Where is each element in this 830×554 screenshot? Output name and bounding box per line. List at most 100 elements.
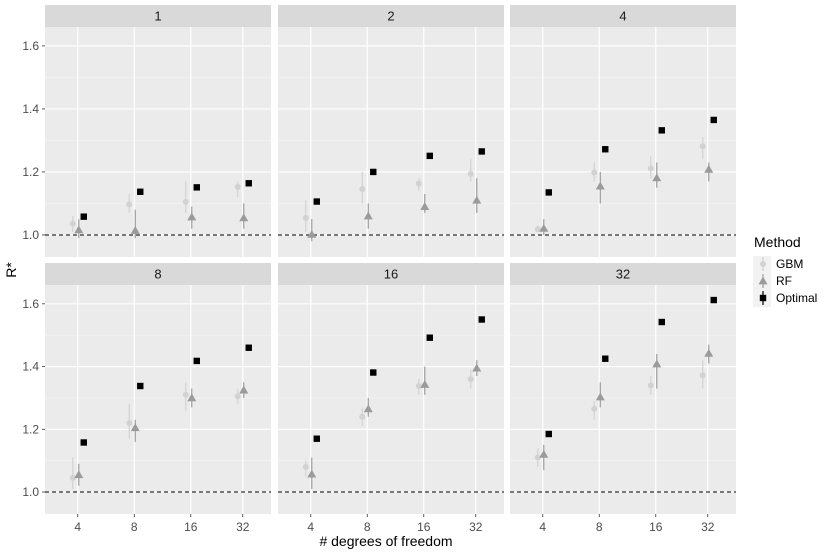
point-rf — [652, 359, 662, 368]
point-rf — [652, 173, 662, 182]
legend-key-gbm — [760, 261, 766, 267]
point-rf — [74, 470, 84, 479]
plot-background — [510, 285, 736, 514]
y-tick-label: 1.6 — [22, 39, 39, 53]
panel-2: 2 — [278, 5, 504, 257]
point-optimal — [602, 355, 609, 362]
x-axis-title: # degrees of freedom — [319, 533, 452, 549]
point-rf — [239, 213, 249, 222]
y-tick-label: 1.4 — [22, 360, 39, 374]
point-rf — [595, 181, 605, 190]
point-optimal — [137, 382, 144, 390]
strip-label: 2 — [387, 9, 394, 24]
point-rf — [187, 393, 197, 402]
point-gbm — [69, 474, 76, 481]
strip-background — [510, 5, 736, 27]
panel-1: 1 — [45, 5, 271, 257]
point-gbm — [467, 376, 474, 383]
point-optimal — [313, 198, 320, 205]
point-rf — [420, 202, 430, 210]
strip-background — [278, 5, 504, 27]
legend-key-rf — [758, 276, 768, 285]
panel-8: 8 — [45, 263, 271, 514]
x-tick-label: 16 — [417, 520, 431, 534]
point-optimal — [426, 334, 433, 341]
point-optimal — [658, 318, 665, 326]
point-rf — [74, 225, 84, 234]
point-optimal — [545, 189, 552, 196]
point-gbm — [467, 170, 474, 177]
panel-32: 32 — [510, 263, 736, 514]
x-tick-label: 8 — [131, 520, 138, 534]
y-tick-label: 1.2 — [22, 422, 39, 436]
point-optimal — [245, 180, 252, 187]
x-tick-label: 8 — [364, 520, 371, 534]
plot-background — [45, 285, 271, 514]
point-gbm — [534, 226, 541, 233]
point-optimal — [710, 116, 717, 124]
strip-background — [45, 5, 271, 27]
point-optimal — [80, 213, 87, 220]
point-gbm — [359, 185, 366, 192]
point-rf — [595, 392, 605, 401]
x-tick-label: 32 — [236, 520, 250, 534]
point-optimal — [193, 357, 200, 365]
point-gbm — [591, 169, 598, 176]
point-gbm — [302, 214, 309, 221]
point-optimal — [426, 152, 433, 160]
point-gbm — [126, 420, 133, 427]
point-rf — [307, 229, 317, 238]
y-tick-label: 1.0 — [22, 485, 39, 499]
strip-background — [278, 263, 504, 285]
point-optimal — [658, 127, 665, 134]
point-gbm — [699, 143, 706, 150]
y-tick-labels-group: 1.0 1.2 1.4 1.6 1.0 1.2 1.4 1.6 — [22, 39, 45, 499]
point-rf — [187, 212, 197, 221]
y-tick-label: 1.0 — [22, 228, 39, 242]
strip-label: 8 — [154, 267, 161, 282]
point-optimal — [478, 316, 485, 323]
point-rf — [539, 223, 549, 232]
point-optimal — [370, 369, 377, 376]
point-gbm — [647, 382, 654, 389]
panels-group: 1 2 4 8 16 32 — [45, 5, 736, 514]
point-gbm — [69, 220, 76, 227]
point-rf — [130, 226, 140, 234]
point-optimal — [80, 439, 87, 446]
point-gbm — [234, 184, 241, 191]
y-axis-title: R* — [3, 262, 19, 278]
point-optimal — [478, 148, 485, 155]
x-tick-label: 32 — [469, 520, 483, 534]
point-optimal — [710, 296, 717, 304]
point-gbm — [699, 372, 706, 379]
legend-title: Method — [754, 234, 801, 250]
y-tick-label: 1.4 — [22, 102, 39, 116]
point-gbm — [591, 405, 598, 412]
point-rf — [472, 363, 482, 372]
point-gbm — [647, 165, 654, 172]
x-tick-label: 4 — [539, 520, 546, 534]
point-gbm — [126, 201, 133, 208]
x-tick-label: 4 — [307, 520, 314, 534]
y-tick-label: 1.2 — [22, 165, 39, 179]
strip-background — [510, 263, 736, 285]
point-gbm — [534, 454, 541, 461]
point-rf — [130, 423, 140, 432]
strip-background — [45, 263, 271, 285]
strip-label: 32 — [616, 267, 630, 282]
point-rf — [363, 211, 373, 220]
point-rf — [307, 469, 317, 478]
plot-background — [278, 285, 504, 514]
point-optimal — [245, 344, 252, 351]
x-tick-label: 4 — [74, 520, 81, 534]
point-optimal — [602, 146, 609, 153]
plot-background — [278, 27, 504, 257]
point-optimal — [137, 188, 144, 195]
y-tick-label: 1.6 — [22, 297, 39, 311]
x-tick-labels-group: 4 8 16 32 4 8 16 32 4 8 16 32 — [74, 514, 715, 534]
point-optimal — [370, 168, 377, 176]
point-rf — [704, 164, 714, 173]
legend-label-optimal: Optimal — [776, 291, 817, 305]
point-gbm — [302, 463, 309, 470]
